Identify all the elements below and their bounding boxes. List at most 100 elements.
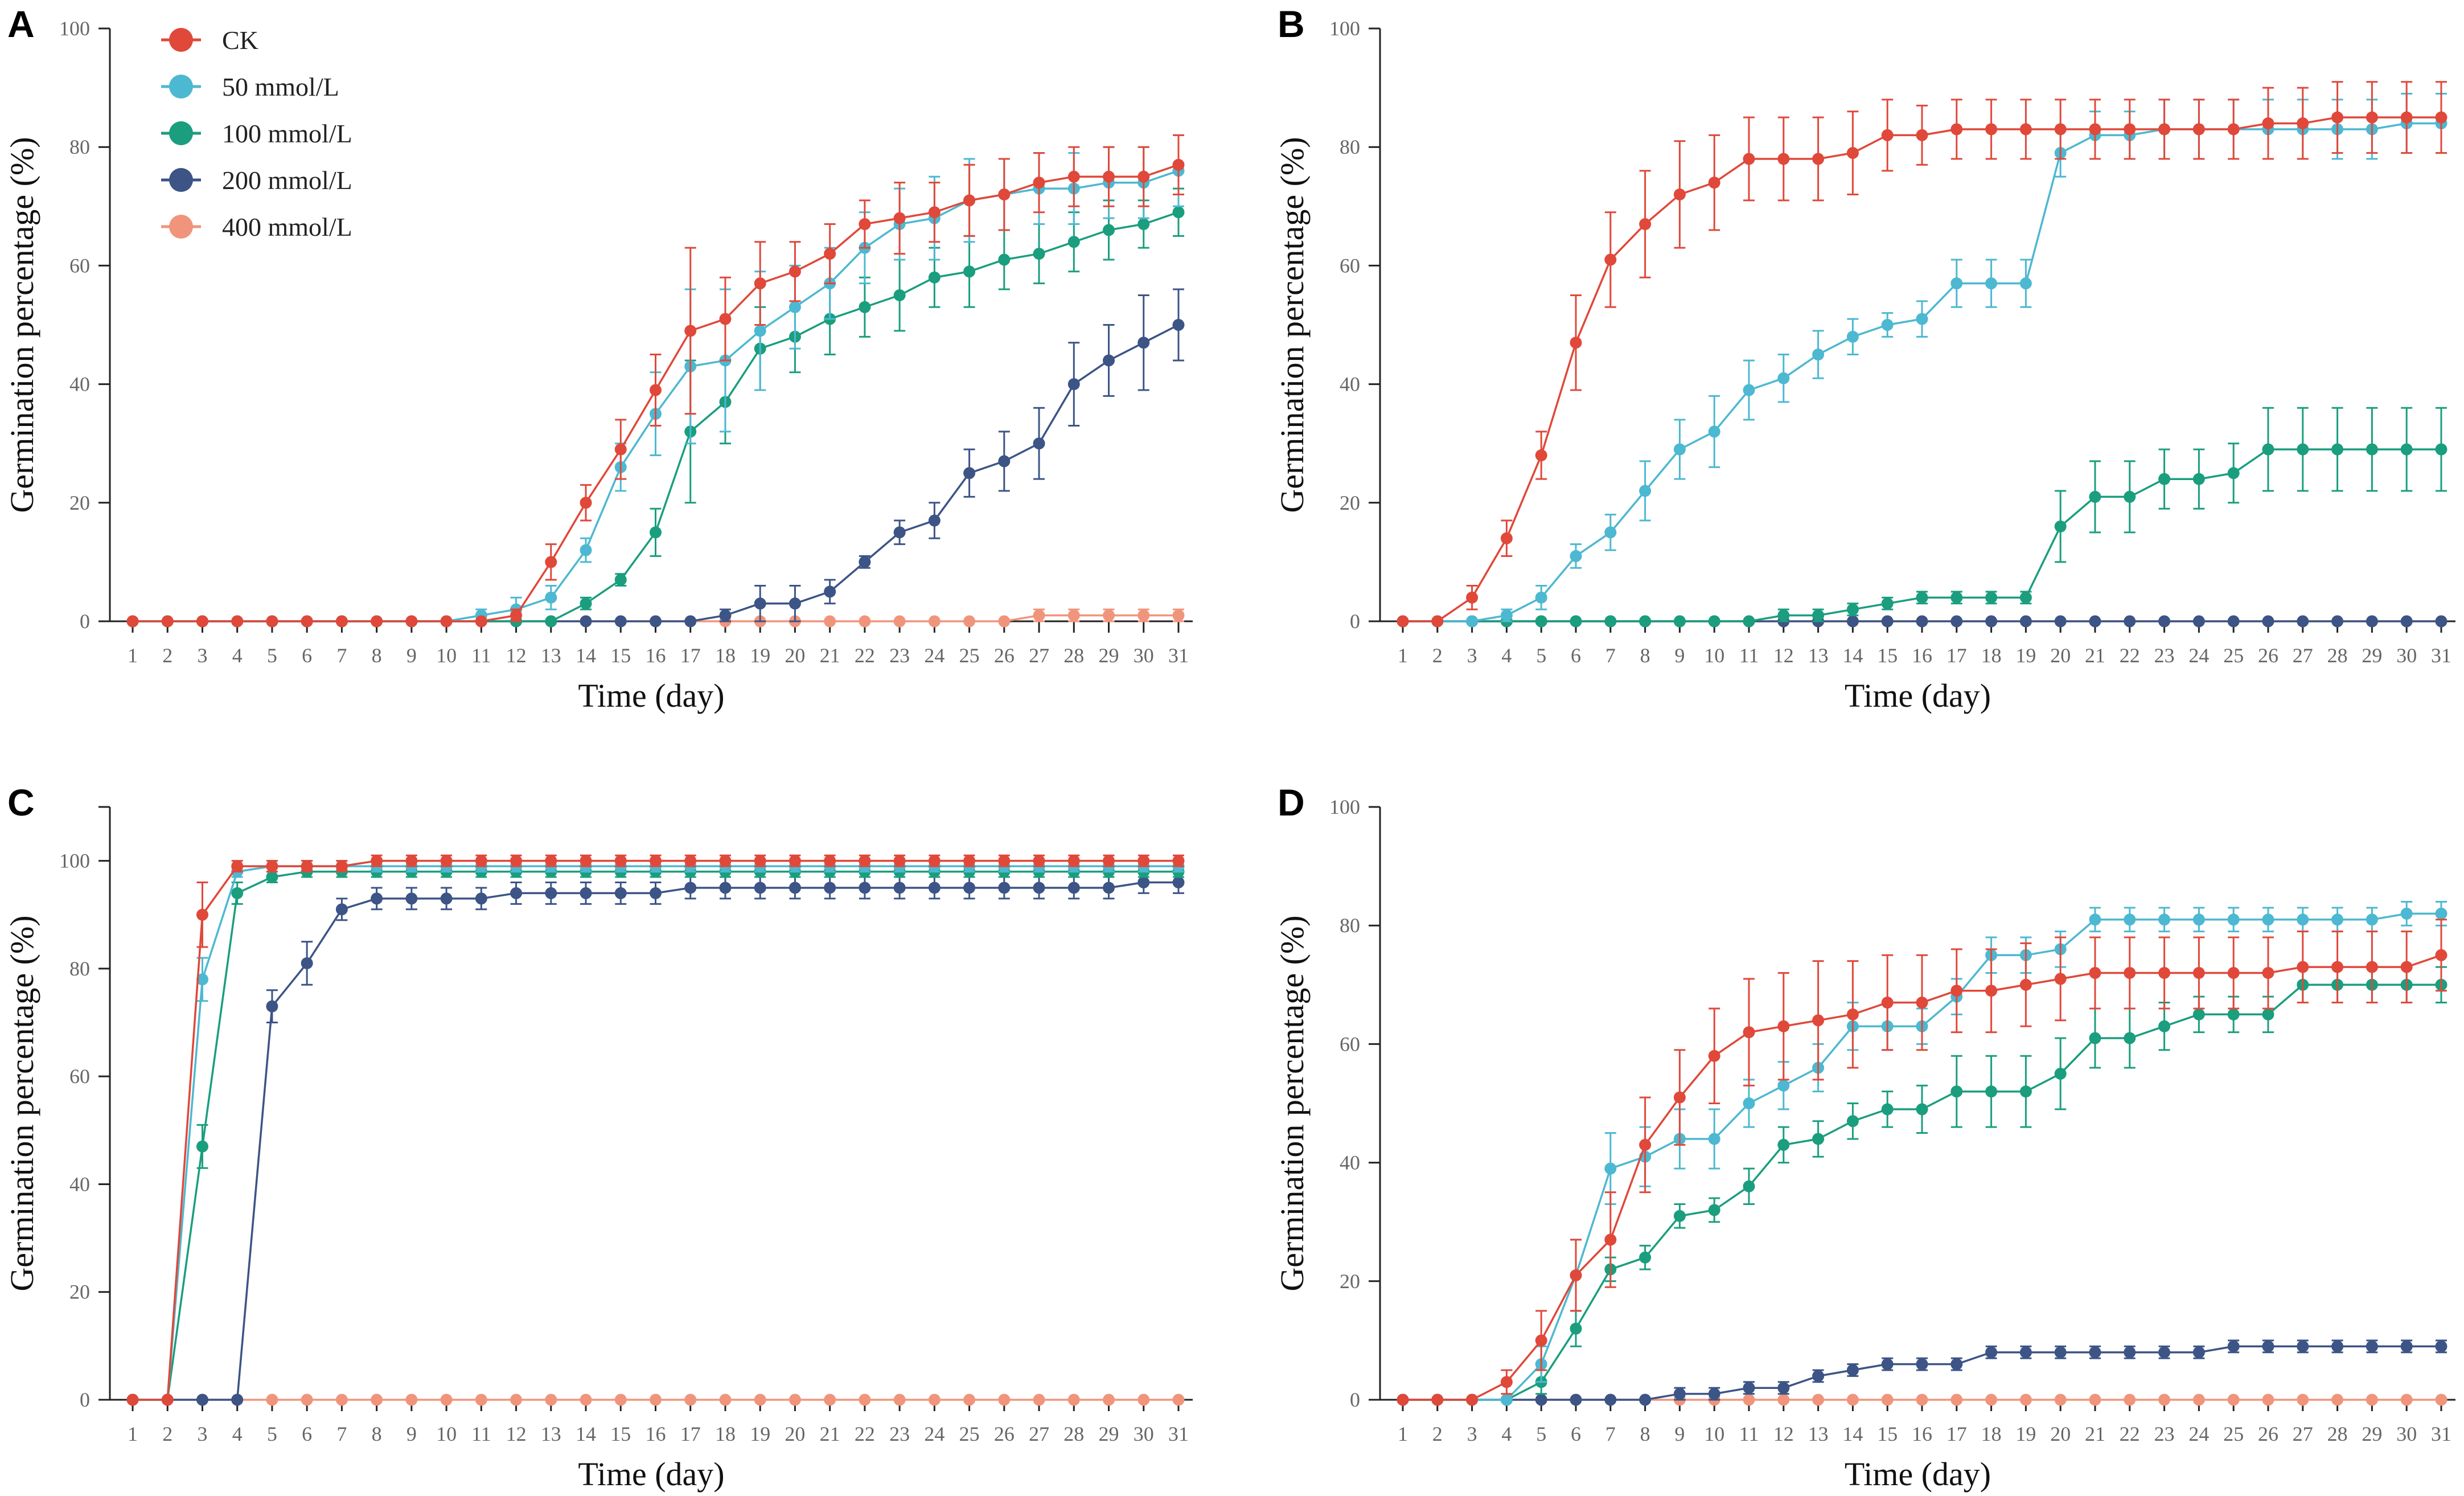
panel-d-series-ck-point bbox=[1535, 1334, 1547, 1347]
panel-c-x-tick-label: 14 bbox=[576, 1423, 596, 1445]
panel-b-series-ck-point bbox=[1985, 123, 1998, 136]
panel-d-series-100-mmol-l-point bbox=[1916, 1103, 1928, 1116]
panel-d-series-400-mmol-l-point bbox=[1950, 1393, 1963, 1406]
panel-d-series-100-mmol-l-point bbox=[2227, 1008, 2240, 1020]
panel-a-series-ck-point bbox=[998, 188, 1011, 200]
panel-a-series-50-mmol-l-point bbox=[580, 544, 592, 556]
panel-d-series-ck-point bbox=[2262, 966, 2274, 979]
panel-b-x-tick-label: 19 bbox=[2015, 644, 2036, 667]
panel-c-x-tick-label: 25 bbox=[959, 1423, 980, 1445]
panel-b-x-tick-label: 22 bbox=[2120, 644, 2140, 667]
panel-c-y-tick-label: 0 bbox=[80, 1388, 90, 1411]
panel-d-y-tick-label: 80 bbox=[1340, 914, 1360, 937]
panel-a-x-tick-label: 15 bbox=[610, 644, 631, 667]
panel-d-series-ck-point bbox=[2435, 949, 2447, 961]
panel-d-series-ck-point bbox=[1431, 1393, 1444, 1406]
panel-b-series-100-mmol-l-point bbox=[2331, 443, 2344, 456]
panel-b-series-ck-point bbox=[1604, 253, 1617, 266]
panel-a-series-ck-point bbox=[614, 443, 627, 456]
panel-b-series-200-mmol-l-point bbox=[2331, 615, 2344, 628]
panel-a-series-ck-point bbox=[545, 556, 557, 568]
panel-d-series-200-mmol-l-point bbox=[1985, 1346, 1998, 1359]
panel-d-series-400-mmol-l-point bbox=[1846, 1393, 1859, 1406]
panel-b-y-tick-label: 60 bbox=[1340, 254, 1360, 277]
panel-a-series-400-mmol-l-point bbox=[998, 615, 1011, 628]
panel-c-y-axis-title: Germination percentage (%) bbox=[3, 915, 40, 1291]
panel-a-series-200-mmol-l-point bbox=[1103, 354, 1115, 367]
panel-d-x-tick-label: 14 bbox=[1842, 1423, 1863, 1445]
panel-c-series-50-mmol-l-point bbox=[196, 973, 208, 986]
panel-d-series-400-mmol-l-point bbox=[1985, 1393, 1998, 1406]
panel-a-x-tick-label: 17 bbox=[680, 644, 701, 667]
panel-d-series-200-mmol-l-point bbox=[2054, 1346, 2067, 1359]
panel-c-y-tick-label: 60 bbox=[69, 1065, 90, 1088]
panel-b-series-100-mmol-l-point bbox=[1535, 615, 1547, 628]
panel-b-x-tick-label: 8 bbox=[1640, 644, 1650, 667]
panel-b-x-tick-label: 15 bbox=[1877, 644, 1898, 667]
panel-a-series-200-mmol-l-point bbox=[1172, 319, 1185, 331]
panel-c-x-tick-label: 22 bbox=[855, 1423, 875, 1445]
legend-swatch-marker bbox=[169, 75, 193, 99]
panel-a-series-200-mmol-l-point bbox=[1137, 337, 1150, 349]
panel-b-series-200-mmol-l-point bbox=[2124, 615, 2136, 628]
legend-item-ck: CK bbox=[161, 26, 258, 55]
panel-c-series-200-mmol-l-point bbox=[1172, 876, 1185, 888]
panel-d-series-50-mmol-l-point bbox=[1500, 1393, 1513, 1406]
panel-b-series-50-mmol-l-point bbox=[1812, 349, 1825, 361]
panel-c-series-400-mmol-l-point bbox=[684, 1393, 697, 1406]
panel-a-y-tick-label: 80 bbox=[69, 136, 90, 158]
panel-c-series-400-mmol-l-point bbox=[998, 1393, 1011, 1406]
panel-a-x-tick-label: 20 bbox=[785, 644, 805, 667]
panel-b-series-ck-point bbox=[1500, 532, 1513, 544]
panel-b-series-ck-point bbox=[1777, 153, 1790, 165]
panel-a-series-ck-point bbox=[789, 265, 801, 278]
panel-a-series-ck-point bbox=[405, 615, 418, 628]
panel-d-series-100-mmol-l-point bbox=[1777, 1138, 1790, 1151]
panel-b-series-200-mmol-l-point bbox=[1950, 615, 1963, 628]
panel-c-series-ck bbox=[126, 854, 1185, 1406]
panel-d-series-400-mmol-l-point bbox=[2400, 1393, 2413, 1406]
panel-c-series-400-mmol-l-point bbox=[859, 1393, 871, 1406]
panel-d-series-200-mmol-l-point bbox=[2297, 1340, 2309, 1352]
panel-c-series-ck-point bbox=[161, 1393, 174, 1406]
panel-d-series-50-mmol-l-point bbox=[2124, 913, 2136, 926]
panel-d-series-100-mmol-l-point bbox=[1570, 1322, 1582, 1335]
panel-c-x-tick-label: 12 bbox=[506, 1423, 527, 1445]
panel-b-series-100-mmol-l-point bbox=[1708, 615, 1720, 628]
panel-c-series-400-mmol-l-point bbox=[719, 1393, 732, 1406]
panel-b-series-200-mmol-l-point bbox=[2089, 615, 2101, 628]
panel-a-series-200-mmol-l-point bbox=[859, 556, 871, 568]
panel-b-y-tick-label: 20 bbox=[1340, 491, 1360, 514]
panel-a-x-tick-label: 12 bbox=[506, 644, 527, 667]
panel-d-x-tick-label: 19 bbox=[2015, 1423, 2036, 1445]
panel-b-y-tick-label: 100 bbox=[1329, 17, 1360, 40]
panel-c-series-200-mmol-l-point bbox=[580, 887, 592, 899]
panel-a-series-200-mmol-l-point bbox=[963, 467, 976, 479]
panel-b-series-ck-point bbox=[2297, 117, 2309, 130]
panel-a-series-ck-point bbox=[1103, 170, 1115, 183]
panel-c-x-tick-label: 7 bbox=[336, 1423, 347, 1445]
panel-a-series-200-mmol-l-point bbox=[824, 585, 836, 598]
panel-c-series-400-mmol-l-point bbox=[405, 1393, 418, 1406]
panel-d-series-200-mmol-l-point bbox=[2435, 1340, 2447, 1352]
panel-a-series-100-mmol-l-point bbox=[580, 597, 592, 610]
panel-a-series-ck bbox=[126, 134, 1185, 628]
panel-d-series-400-mmol-l-point bbox=[1743, 1393, 1755, 1406]
panel-d-x-tick-label: 8 bbox=[1640, 1423, 1650, 1445]
panel-d-series-100-mmol-l-point bbox=[1743, 1180, 1755, 1192]
panel-a-x-tick-label: 6 bbox=[302, 644, 312, 667]
panel-a-series-100-mmol-l-point bbox=[1172, 206, 1185, 219]
panel-d-x-tick-label: 6 bbox=[1571, 1423, 1581, 1445]
panel-c-series-200-mmol-l-line bbox=[133, 881, 1178, 1401]
panel-a-series-400-mmol-l-point bbox=[1172, 609, 1185, 622]
panel-c-series-400-mmol-l-point bbox=[371, 1393, 383, 1406]
panel-c-series-200-mmol-l-point bbox=[545, 887, 557, 899]
panel-a-y-tick-label: 40 bbox=[69, 373, 90, 396]
legend-swatch-marker bbox=[169, 121, 193, 145]
panel-b-series-50-mmol-l-point bbox=[1881, 319, 1894, 331]
panel-a-series-ck-point bbox=[266, 615, 278, 628]
panel-c-x-tick-label: 13 bbox=[541, 1423, 561, 1445]
panel-a-series-ck-point bbox=[1172, 158, 1185, 171]
panel-d-series-ck-point bbox=[1777, 1020, 1790, 1032]
